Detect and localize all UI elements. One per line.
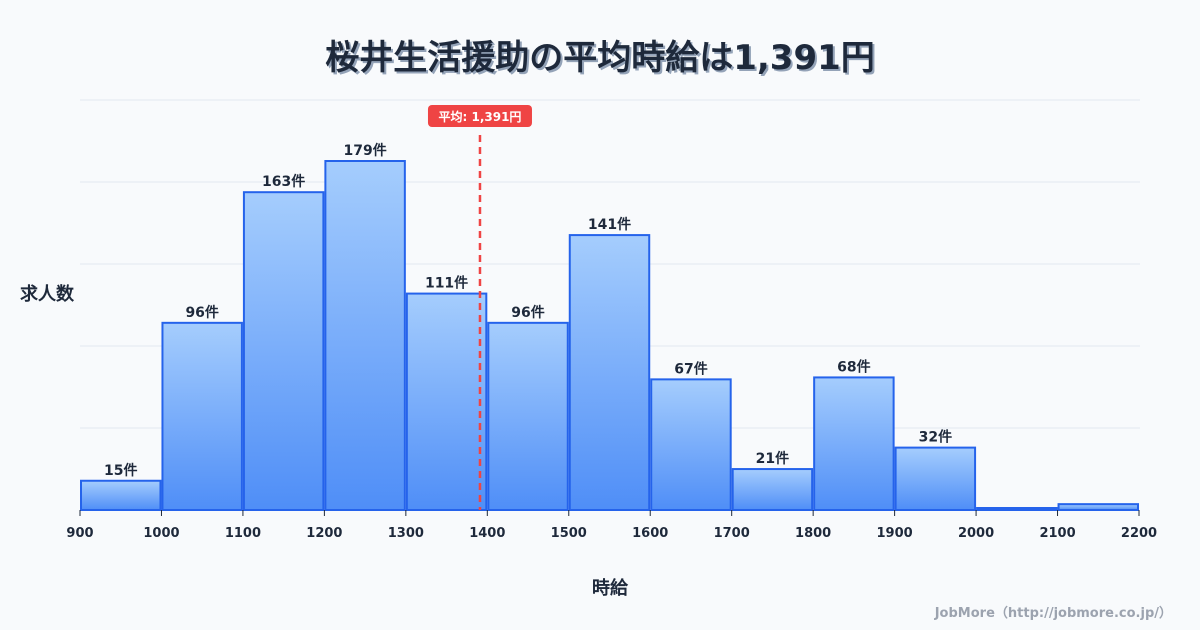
bar-value-label: 96件 xyxy=(511,304,544,321)
histogram-bar xyxy=(80,479,162,511)
x-tick-label: 1800 xyxy=(795,526,831,541)
histogram-bar xyxy=(324,160,406,511)
histogram-bar xyxy=(568,234,651,511)
bar-value-label: 67件 xyxy=(674,360,707,377)
bar-value-label: 68件 xyxy=(837,358,870,375)
x-tick-label: 1600 xyxy=(632,526,668,541)
x-tick-label: 1900 xyxy=(877,526,913,541)
x-axis-label: 時給 xyxy=(592,578,628,599)
x-tick-label: 1200 xyxy=(306,526,342,541)
x-tick-label: 900 xyxy=(66,526,93,541)
x-tick-label: 1100 xyxy=(225,526,261,541)
bar-value-label: 96件 xyxy=(185,304,218,321)
bar-value-label: 111件 xyxy=(425,275,468,292)
histogram-bar xyxy=(813,376,895,512)
histogram-bar xyxy=(650,378,732,511)
bar-value-label: 179件 xyxy=(343,142,386,159)
y-axis-label: 求人数 xyxy=(20,284,74,305)
x-tick-label: 1400 xyxy=(469,526,505,541)
histogram-bar xyxy=(976,507,1058,511)
bar-value-label: 15件 xyxy=(104,462,137,479)
credit-text: JobMore（http://jobmore.co.jp/） xyxy=(934,606,1172,621)
bar-value-label: 141件 xyxy=(588,216,631,233)
bar-value-label: 163件 xyxy=(262,173,305,190)
histogram-bar xyxy=(242,191,325,511)
mean-label: 平均: 1,391円 xyxy=(439,109,522,124)
histogram-bar xyxy=(1057,503,1139,512)
chart-title: 桜井生活援助の平均時給は1,391円 xyxy=(325,38,875,78)
histogram-bar xyxy=(894,446,977,512)
x-tick-label: 2000 xyxy=(958,526,994,541)
histogram-bar xyxy=(487,321,569,511)
histogram-bar xyxy=(405,292,488,511)
x-tick-label: 1000 xyxy=(143,526,179,541)
histogram-bar xyxy=(161,321,243,511)
x-tick-label: 2100 xyxy=(1039,526,1075,541)
mean-badge xyxy=(427,105,532,127)
x-tick-label: 1300 xyxy=(388,526,424,541)
x-tick-label: 1700 xyxy=(714,526,750,541)
mean-marker: 平均: 1,391円 xyxy=(427,105,532,510)
x-tick-label: 1500 xyxy=(551,526,587,541)
x-tick-label: 2200 xyxy=(1121,526,1157,541)
bars: 15件 96件 163件 179件 111件 96件 141件 67件 21件 68件 32件 xyxy=(80,142,1139,512)
bar-value-label: 21件 xyxy=(756,450,789,467)
bar-value-label: 32件 xyxy=(919,429,952,446)
histogram-bar xyxy=(731,468,814,512)
x-axis: 900 1000 1100 1200 1300 1400 1500 1600 1700 1800 1… xyxy=(66,510,1157,541)
